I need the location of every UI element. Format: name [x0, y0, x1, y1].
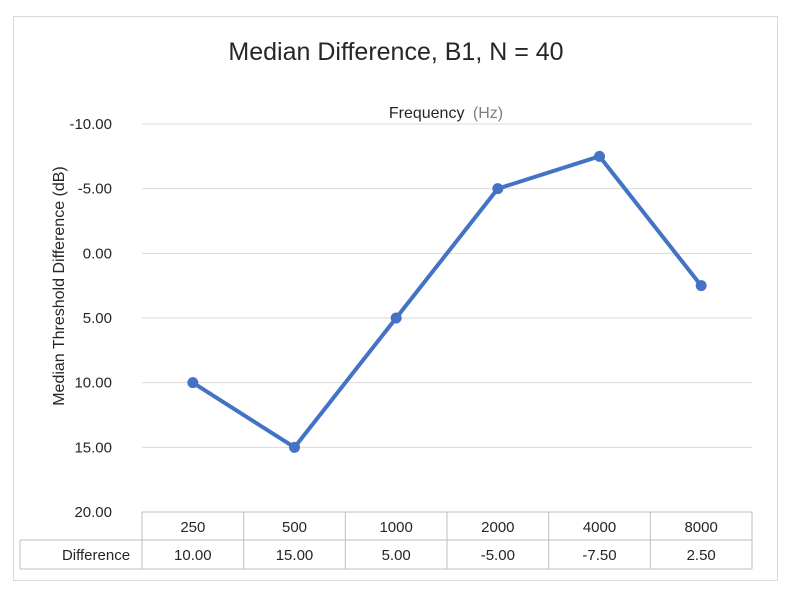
- series-polyline: [191, 154, 703, 450]
- chart-border: [13, 16, 778, 581]
- x-category-label: 4000: [583, 519, 616, 536]
- data-point: [289, 441, 300, 453]
- table-value-cell: 10.00: [174, 547, 212, 564]
- series-line: [191, 154, 703, 450]
- data-point: [695, 280, 707, 292]
- series-points: [187, 150, 707, 453]
- x-category-label: 250: [180, 519, 205, 536]
- y-tick-label: -5.00: [78, 181, 112, 198]
- y-tick-label: 15.00: [74, 439, 112, 456]
- x-axis-title-unit: (Hz): [473, 105, 503, 122]
- data-point: [187, 377, 199, 389]
- y-tick-label: 0.00: [83, 245, 112, 262]
- table-value-cell: -7.50: [582, 547, 616, 564]
- table-value-cell: 5.00: [382, 547, 411, 564]
- x-category-label: 1000: [379, 519, 412, 536]
- table-value-cell: 15.00: [276, 547, 314, 564]
- y-tick-label: 5.00: [83, 310, 112, 327]
- table-series-name: Difference: [62, 547, 130, 564]
- y-tick-labels: -10.00 -5.00 0.00 5.00 10.00 15.00 20.00: [69, 116, 112, 521]
- y-tick-label: 10.00: [74, 375, 112, 392]
- y-tick-label: 20.00: [74, 504, 112, 521]
- data-point: [390, 312, 402, 324]
- data-point: [492, 183, 504, 195]
- x-category-label: 2000: [481, 519, 514, 536]
- x-axis-title-main: Frequency: [389, 105, 465, 122]
- x-category-label: 8000: [684, 519, 717, 536]
- y-tick-label: -10.00: [69, 116, 112, 133]
- table-value-cell: -5.00: [481, 547, 515, 564]
- table-value-cell: 2.50: [687, 547, 716, 564]
- chart-title: Median Difference, B1, N = 40: [228, 38, 563, 66]
- x-axis-title: Frequency (Hz): [389, 105, 503, 122]
- x-category-label: 500: [282, 519, 307, 536]
- y-axis-title: Median Threshold Difference (dB): [51, 166, 68, 406]
- data-point: [594, 150, 605, 162]
- data-table: 250 500 1000 2000 4000 8000 Difference 10.00 15.…: [19, 511, 753, 570]
